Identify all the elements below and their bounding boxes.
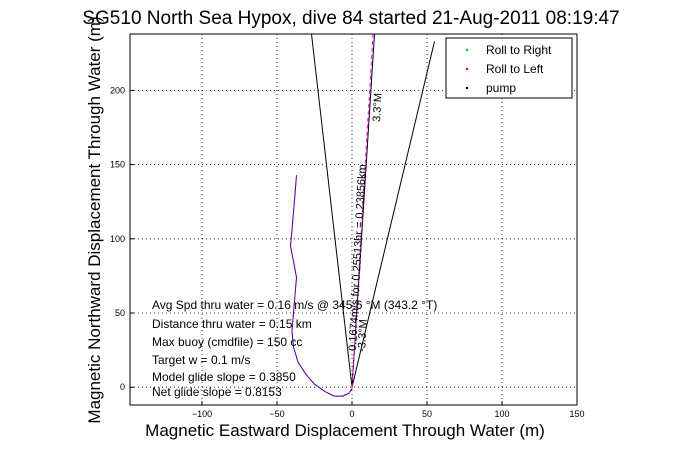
series-line-1 (289, 174, 353, 397)
x-tick-label: −100 (192, 409, 212, 419)
y-tick-label: 150 (110, 160, 125, 170)
stat-target-w: Target w = 0.1 m/s (152, 353, 250, 367)
reference-line-1 (351, 41, 435, 388)
stat-model-glide-slope: Model glide slope = 0.3850 (152, 370, 296, 384)
legend-label-pump: pump (486, 81, 516, 95)
legend: Roll to Right Roll to Left pump (445, 37, 573, 99)
x-axis-title: Magnetic Eastward Displacement Through W… (145, 421, 545, 440)
stat-distance: Distance thru water = 0.15 km (152, 317, 312, 331)
y-tick-label: 200 (110, 85, 125, 95)
legend-label-roll-right: Roll to Right (486, 43, 552, 57)
legend-marker-roll-left (465, 67, 469, 71)
x-tick-label: 0 (349, 409, 354, 419)
legend-label-roll-left: Roll to Left (486, 62, 544, 76)
x-tick-label: 150 (569, 409, 584, 419)
series-line-2 (351, 33, 374, 388)
x-tick-label: 100 (494, 409, 509, 419)
stats-block: Avg Spd thru water = 0.16 m/s @ 345.6 °M… (152, 298, 437, 399)
chart-title: SG510 North Sea Hypox, dive 84 started 2… (82, 8, 619, 29)
plot-frame (129, 33, 578, 406)
legend-marker-pump (465, 86, 469, 90)
rotated-heading-right: 3.3°M (371, 93, 384, 122)
y-tick-label: 50 (115, 308, 125, 318)
y-tick-label: 100 (110, 234, 125, 244)
legend-marker-roll-right (465, 48, 469, 52)
x-tick-label: 50 (422, 409, 432, 419)
x-tick-label: −50 (269, 409, 284, 419)
y-axis-title: Magnetic Northward Displacement Through … (85, 16, 104, 423)
stat-max-buoy: Max buoy (cmdfile) = 150 cc (152, 335, 302, 349)
tick-group: −100 −50 0 50 100 150 0 50 100 150 200 (110, 85, 585, 419)
rotated-heading-left: -3.3°M (356, 319, 370, 352)
reference-line-0 (311, 33, 353, 388)
stat-avg-speed: Avg Spd thru water = 0.16 m/s @ 345.6 °M… (152, 298, 437, 312)
y-tick-label: 0 (120, 382, 125, 392)
stat-net-glide-slope: Net glide slope = 0.8153 (152, 385, 282, 399)
series-group (289, 33, 435, 397)
